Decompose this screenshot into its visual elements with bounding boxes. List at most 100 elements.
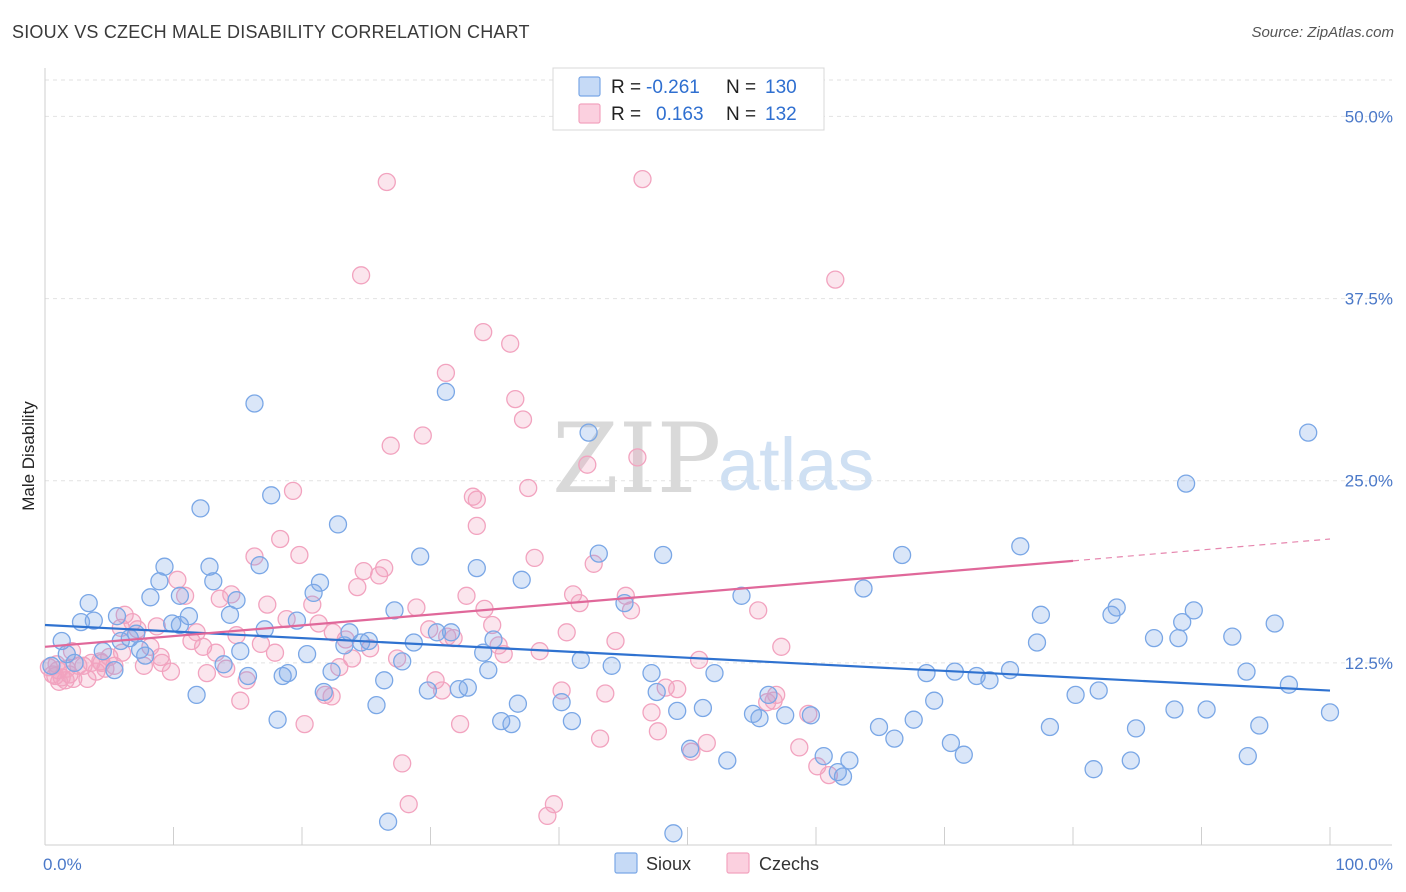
sioux-point (1197, 700, 1216, 719)
sioux-point (732, 586, 751, 605)
sioux-point (502, 714, 521, 734)
bottom-legend-label-sioux: Sioux (646, 854, 691, 874)
czechs-point (467, 516, 486, 536)
correlation-legend: R = -0.261 N = 130 R = 0.163 N = 132 (552, 67, 825, 131)
sioux-point (378, 812, 398, 831)
czechs-point (544, 795, 564, 814)
czechs-point (749, 601, 768, 620)
czechs-point (790, 738, 809, 757)
sioux-point (1107, 598, 1126, 617)
sioux-point (954, 745, 973, 764)
chart-title: SIOUX VS CZECH MALE DISABILITY CORRELATI… (12, 22, 530, 42)
czechs-point (78, 669, 97, 689)
sioux-point (917, 663, 936, 683)
sioux-point (141, 588, 160, 607)
sioux-point (647, 682, 666, 702)
sioux-point (42, 656, 61, 675)
czechs-point (826, 270, 845, 289)
czechs-point (377, 172, 396, 192)
sioux-point (314, 682, 333, 702)
y-tick-labels: 12.5% 25.0% 37.5% 50.0% (1345, 107, 1393, 672)
sioux-point (214, 655, 233, 674)
sioux-point (1031, 605, 1051, 624)
sioux-point (170, 586, 190, 605)
czechs-point (450, 714, 470, 734)
series-sioux-points (42, 382, 1340, 843)
sioux-point (705, 663, 724, 683)
sioux-point (1184, 601, 1203, 620)
sioux-point (1121, 751, 1140, 770)
sioux-point (1084, 760, 1103, 779)
sioux-point (385, 601, 404, 620)
legend-r-label-czechs: R = (611, 104, 641, 125)
czechs-point (387, 649, 407, 668)
sioux-point (552, 693, 571, 712)
sioux-point (814, 746, 833, 766)
sioux-point (776, 706, 795, 725)
y-tick-label-3: 50.0% (1345, 107, 1393, 126)
sioux-point (1169, 628, 1188, 648)
sioux-point (238, 666, 258, 686)
legend-swatch-sioux (578, 76, 601, 97)
sioux-point (65, 653, 84, 673)
y-tick-label-0: 12.5% (1345, 654, 1393, 673)
czechs-point (351, 266, 371, 285)
sioux-point (273, 666, 292, 686)
sioux-point (1176, 474, 1196, 493)
sioux-point (1250, 716, 1269, 735)
sioux-point (191, 499, 210, 518)
czechs-point (483, 615, 502, 635)
czechs-point (642, 703, 661, 722)
czechs-point (584, 554, 603, 573)
x-tick-label-0: 0.0% (43, 855, 82, 874)
czechs-point (457, 586, 476, 605)
czechs-point (197, 663, 217, 683)
sioux-point (512, 570, 531, 589)
sioux-point (187, 685, 206, 705)
sioux-point (1173, 612, 1192, 632)
sioux-point (941, 733, 961, 753)
legend-swatch-czechs (578, 103, 601, 124)
axes (44, 68, 1392, 846)
sioux-point (79, 593, 98, 613)
sioux-point (693, 698, 713, 718)
czechs-point (151, 647, 170, 667)
sioux-point (1165, 700, 1184, 719)
sioux-point (130, 640, 150, 659)
sioux-point (310, 573, 330, 592)
sioux-point (105, 660, 124, 680)
sioux-point (204, 572, 223, 591)
czechs-point (168, 570, 187, 589)
legend-r-value-czechs: 0.163 (656, 104, 704, 125)
sioux-point (1040, 717, 1060, 737)
czechs-point (413, 426, 432, 445)
sioux-point (1126, 719, 1146, 738)
sioux-point (441, 623, 461, 642)
czechs-point (578, 455, 597, 474)
sioux-point (1000, 660, 1020, 680)
sioux-point (562, 711, 582, 731)
sioux-point (84, 611, 103, 630)
czechs-point (245, 547, 264, 566)
czechs-point (621, 601, 641, 620)
czechs-point (519, 478, 538, 498)
sioux-point (1320, 703, 1340, 722)
source-label: Source: ZipAtlas.com (1251, 24, 1394, 41)
sioux-point (718, 751, 737, 770)
legend-n-label-czechs: N = (726, 104, 756, 125)
sioux-point (375, 671, 394, 690)
trend-line-sioux (44, 623, 1331, 692)
sioux-point (801, 706, 821, 725)
y-axis-label: Male Disability (19, 401, 38, 511)
bottom-legend-swatch-sioux (614, 852, 638, 874)
czechs-point (147, 617, 166, 636)
legend-n-label-sioux: N = (726, 77, 756, 98)
sioux-point (322, 662, 341, 681)
sioux-point (508, 694, 528, 713)
sioux-point (1223, 627, 1242, 646)
czechs-point (295, 714, 314, 734)
bottom-legend-swatch-czechs (726, 852, 750, 874)
czechs-point (596, 684, 615, 703)
sioux-point (579, 423, 598, 442)
czechs-point (222, 585, 241, 604)
